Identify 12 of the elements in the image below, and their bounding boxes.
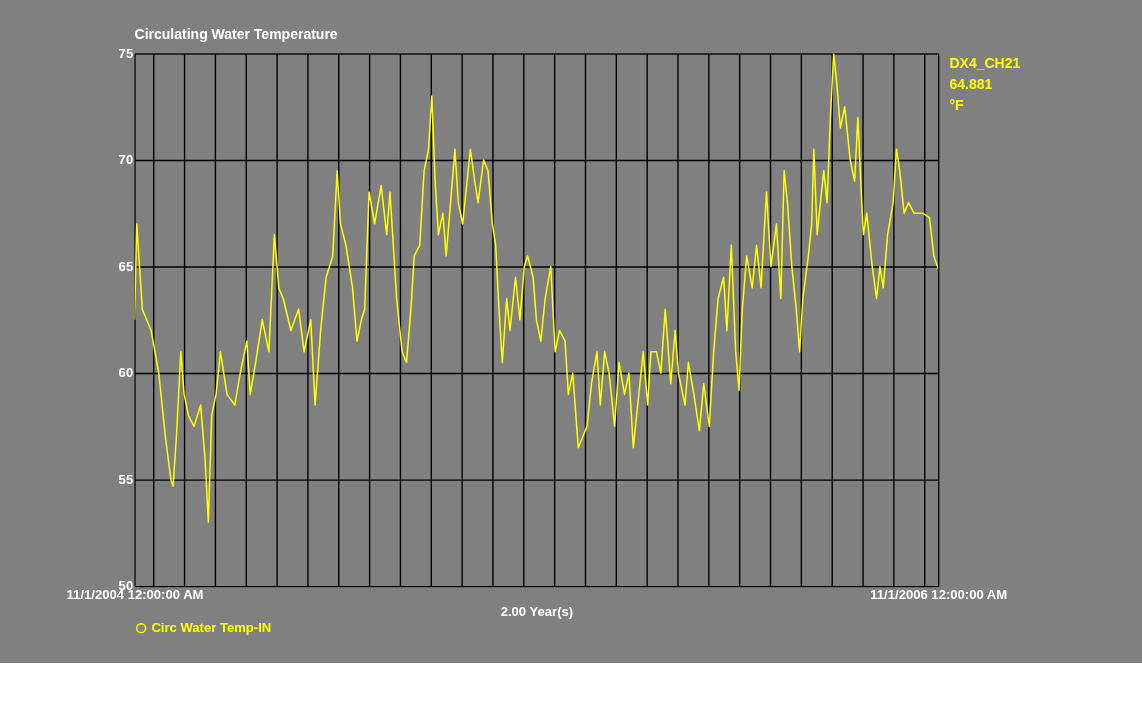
- text: 64.881: [949, 75, 993, 92]
- x-axis-title: 2.00 Year(s): [500, 603, 574, 619]
- text: DX4_CH21: [949, 55, 1021, 72]
- y-tick-label: 70: [118, 152, 134, 168]
- y-tick-label: 65: [118, 258, 134, 274]
- y-tick-label: 75: [118, 45, 134, 61]
- chart-title: Circulating Water Temperature: [134, 25, 338, 42]
- y-tick-label: 60: [118, 365, 134, 381]
- legend-label: Circ Water Temp-IN: [151, 619, 272, 635]
- y-tick-label: 55: [118, 471, 134, 487]
- x-tick-label: 11/1/2006 12:00:00 AM: [870, 586, 1008, 602]
- text: °F: [949, 96, 965, 113]
